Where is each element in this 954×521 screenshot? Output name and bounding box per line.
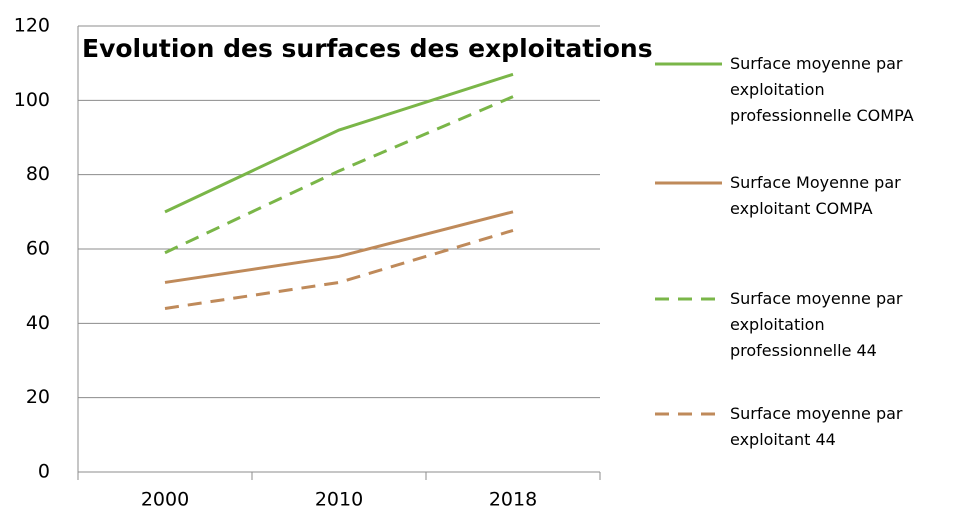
y-tick-label: 100 — [14, 89, 50, 111]
series-line — [164, 95, 514, 255]
chart-title: Evolution des surfaces des exploitations — [82, 34, 653, 63]
series-line — [164, 210, 514, 284]
y-tick-label: 60 — [26, 238, 50, 260]
legend-label: Surface Moyenne par exploitant COMPA — [730, 173, 901, 218]
y-tick-label: 120 — [14, 15, 50, 37]
x-tick-label: 2010 — [315, 489, 363, 511]
x-tick-label: 2000 — [141, 489, 189, 511]
series-line — [164, 228, 514, 310]
y-tick-label: 40 — [26, 312, 50, 334]
y-tick-label: 0 — [38, 461, 50, 483]
legend-label: Surface moyenne par exploitation profess… — [730, 54, 914, 125]
y-tick-label: 20 — [26, 386, 50, 408]
series-line — [164, 72, 514, 214]
grid — [77, 25, 601, 480]
x-tick-label: 2018 — [489, 489, 537, 511]
legend-label: Surface moyenne par exploitant 44 — [730, 404, 903, 449]
y-tick-label: 80 — [26, 163, 50, 185]
legend-label: Surface moyenne par exploitation profess… — [730, 289, 903, 360]
